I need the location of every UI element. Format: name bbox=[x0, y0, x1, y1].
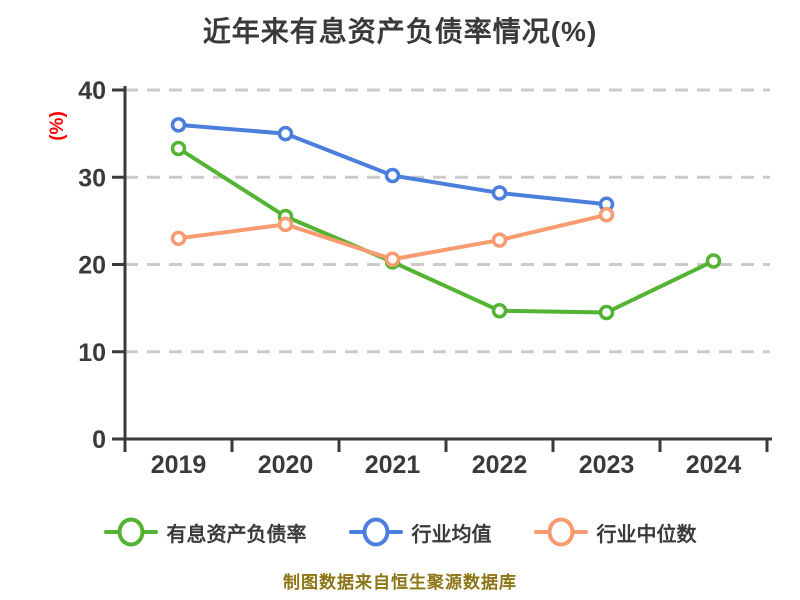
legend-label: 有息资产负债率 bbox=[166, 523, 307, 546]
y-tick-label: 40 bbox=[78, 77, 106, 105]
legend-marker-icon bbox=[348, 517, 403, 547]
x-tick-label: 2022 bbox=[472, 451, 528, 479]
series-line bbox=[176, 146, 716, 315]
data-point-marker bbox=[491, 185, 508, 201]
legend-marker-icon bbox=[533, 517, 588, 547]
y-tick-label: 0 bbox=[92, 426, 106, 454]
data-point-marker bbox=[598, 207, 615, 223]
data-point-marker bbox=[384, 167, 401, 184]
data-point-marker bbox=[170, 140, 187, 157]
y-tick-label: 20 bbox=[78, 252, 106, 280]
x-tick-label: 2020 bbox=[258, 451, 314, 479]
x-tick-label: 2019 bbox=[151, 451, 207, 479]
chart-title: 近年来有息资产负债率情况(%) bbox=[202, 16, 598, 47]
legend-item: 行业均值 bbox=[348, 517, 492, 547]
data-point-marker bbox=[491, 302, 508, 319]
data-point-marker bbox=[491, 232, 508, 248]
data-source-note: 制图数据来自恒生聚源数据库 bbox=[283, 573, 517, 592]
data-point-marker bbox=[170, 117, 187, 133]
data-point-marker bbox=[705, 253, 722, 269]
data-point-marker bbox=[598, 304, 615, 321]
y-tick-label: 10 bbox=[78, 339, 106, 367]
legend-item: 行业中位数 bbox=[533, 517, 697, 547]
legend-item: 有息资产负债率 bbox=[103, 517, 307, 547]
legend-label: 行业均值 bbox=[411, 523, 492, 546]
y-tick-label: 30 bbox=[78, 164, 106, 192]
legend-label: 行业中位数 bbox=[596, 523, 697, 546]
data-point-marker bbox=[277, 216, 294, 233]
legend-marker-icon bbox=[103, 517, 158, 547]
x-tick-label: 2024 bbox=[686, 451, 742, 479]
x-tick-label: 2023 bbox=[579, 451, 635, 479]
plot-area: 0 10 20 30 40 2019 2020 2021 2022 2023 2024 bbox=[78, 77, 772, 479]
x-tick-label: 2021 bbox=[365, 451, 421, 479]
data-point-marker bbox=[277, 125, 294, 142]
data-point-marker bbox=[170, 230, 187, 247]
data-point-marker bbox=[384, 251, 401, 268]
series-line bbox=[176, 122, 609, 207]
legend: 有息资产负债率 行业均值 行业中位数 bbox=[0, 517, 800, 547]
